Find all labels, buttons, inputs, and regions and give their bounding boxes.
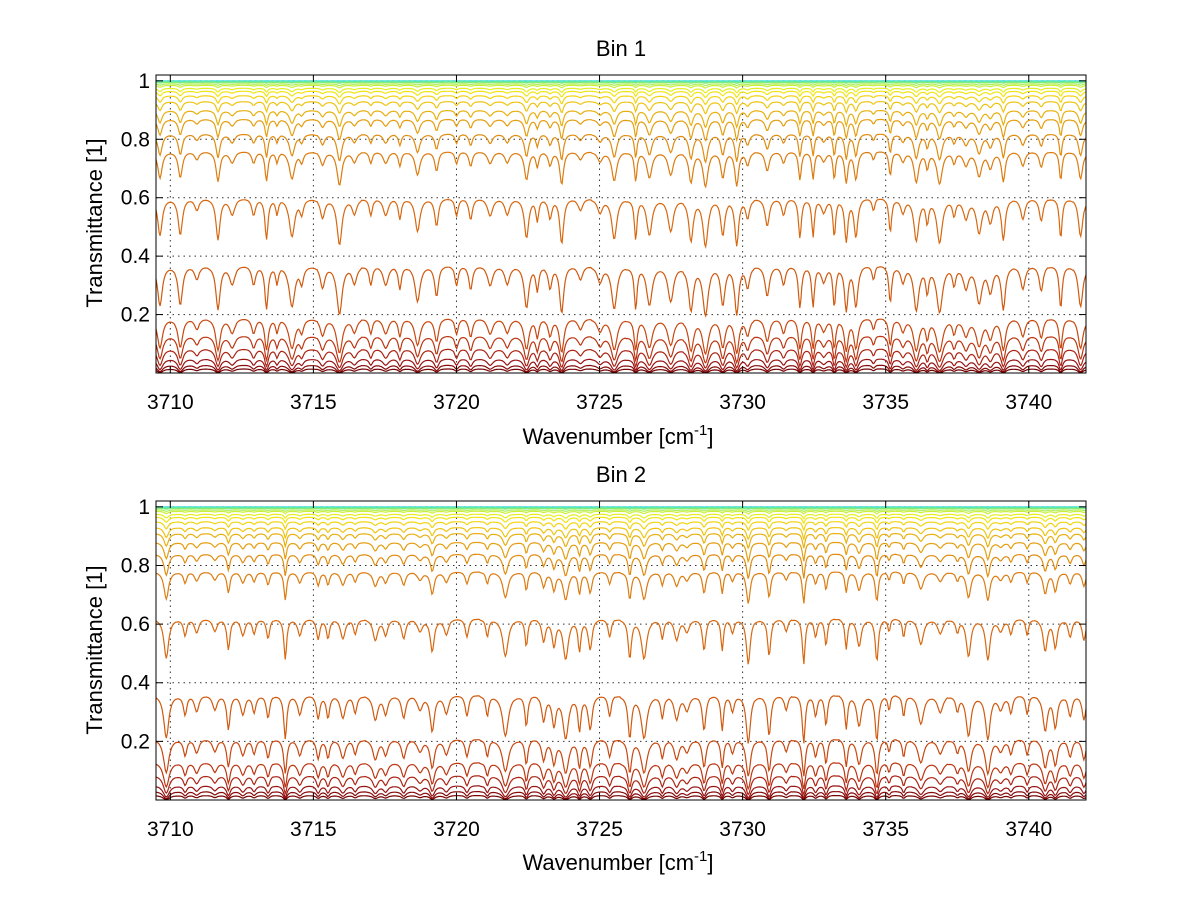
x-tick-label: 3740 xyxy=(1005,818,1052,841)
x-tick-label: 3730 xyxy=(719,818,766,841)
axes-box xyxy=(155,74,1087,374)
series-line xyxy=(155,198,1087,249)
series-line xyxy=(155,101,1087,115)
y-axis-label: Transmittance [1] xyxy=(82,138,107,307)
y-tick-label: 0.6 xyxy=(121,613,150,636)
series-line xyxy=(155,532,1087,550)
x-tick-label: 3725 xyxy=(576,818,623,841)
series-line xyxy=(155,318,1087,356)
grid-lines xyxy=(156,75,1086,373)
series-line xyxy=(155,83,1087,87)
y-tick-label: 0.2 xyxy=(121,304,150,327)
y-tick-label: 0.8 xyxy=(121,128,150,151)
x-axis-label: Wavenumber [cm-1] xyxy=(522,848,713,875)
y-tick-label: 1 xyxy=(138,496,150,519)
axes-box xyxy=(155,500,1087,801)
chart-title: Bin 2 xyxy=(596,462,646,487)
x-axis-label-sup: -1 xyxy=(694,422,707,439)
x-axis-label-main: Wavenumber [cm xyxy=(522,850,694,875)
x-tick-label: 3735 xyxy=(862,818,909,841)
series-line xyxy=(155,266,1087,318)
series-line xyxy=(155,794,1087,801)
grid-lines xyxy=(156,501,1086,800)
series-lines xyxy=(155,506,1087,801)
ticks xyxy=(156,501,1086,800)
series-lines xyxy=(155,80,1087,374)
series-line xyxy=(155,84,1087,89)
x-tick-label: 3715 xyxy=(290,818,337,841)
x-axis-label-sup: -1 xyxy=(694,848,707,865)
x-axis-label-main: Wavenumber [cm xyxy=(522,424,694,449)
series-line xyxy=(155,521,1087,532)
series-line xyxy=(155,738,1087,777)
series-line xyxy=(155,335,1087,365)
series-line xyxy=(155,358,1087,372)
series-line xyxy=(156,510,1087,515)
y-tick-label: 0.4 xyxy=(121,245,151,268)
series-line xyxy=(155,762,1087,791)
series-line xyxy=(155,109,1087,129)
x-tick-label: 3720 xyxy=(433,391,480,414)
y-tick-label: 0.6 xyxy=(121,187,150,210)
series-line xyxy=(155,368,1087,374)
y-tick-label: 1 xyxy=(138,70,150,93)
x-tick-label: 3710 xyxy=(147,391,194,414)
series-line xyxy=(155,513,1087,520)
x-tick-label: 3710 xyxy=(147,818,194,841)
y-tick-labels: 0.2 0.4 0.6 0.8 1 xyxy=(121,70,151,327)
y-tick-label: 0.2 xyxy=(121,730,150,753)
series-line xyxy=(155,785,1087,799)
x-tick-labels: 3710 3715 3720 3725 3730 3735 3740 xyxy=(147,391,1052,414)
series-line xyxy=(155,364,1087,373)
series-line xyxy=(155,90,1087,99)
y-tick-label: 0.8 xyxy=(121,554,150,577)
series-line xyxy=(156,507,1087,510)
x-tick-label: 3720 xyxy=(433,818,480,841)
x-axis-label-end: ] xyxy=(707,424,713,449)
x-tick-label: 3725 xyxy=(576,391,623,414)
x-tick-label: 3730 xyxy=(719,391,766,414)
chart-title: Bin 1 xyxy=(596,36,646,61)
series-line xyxy=(155,571,1087,604)
series-line xyxy=(155,553,1087,579)
series-line xyxy=(155,118,1087,143)
series-line xyxy=(155,81,1087,84)
x-axis-label-end: ] xyxy=(707,850,713,875)
x-tick-labels: 3710 3715 3720 3725 3730 3735 3740 xyxy=(147,818,1052,841)
x-tick-label: 3740 xyxy=(1005,391,1052,414)
series-line xyxy=(155,775,1087,797)
panel-bin-2: Bin 2 3710 3715 3720 3725 3730 3735 3740… xyxy=(82,462,1087,875)
series-line xyxy=(156,509,1087,513)
series-line xyxy=(155,151,1087,189)
series-line xyxy=(155,516,1087,525)
ticks xyxy=(156,75,1086,373)
x-tick-label: 3715 xyxy=(290,391,337,414)
y-tick-labels: 0.2 0.4 0.6 0.8 1 xyxy=(121,496,151,754)
y-tick-label: 0.4 xyxy=(121,672,151,695)
series-line xyxy=(155,695,1087,744)
series-line xyxy=(155,526,1087,542)
series-line xyxy=(155,790,1087,800)
x-tick-label: 3735 xyxy=(862,391,909,414)
series-line xyxy=(155,95,1087,106)
x-axis-label: Wavenumber [cm-1] xyxy=(522,422,713,449)
series-line xyxy=(155,618,1087,665)
series-line xyxy=(155,541,1087,564)
series-line xyxy=(155,87,1087,94)
series-line xyxy=(155,348,1087,369)
panel-bin-1: Bin 1 3710 3715 3720 3725 3730 3735 3740… xyxy=(82,36,1087,449)
y-axis-label: Transmittance [1] xyxy=(82,565,107,734)
series-line xyxy=(155,133,1087,164)
